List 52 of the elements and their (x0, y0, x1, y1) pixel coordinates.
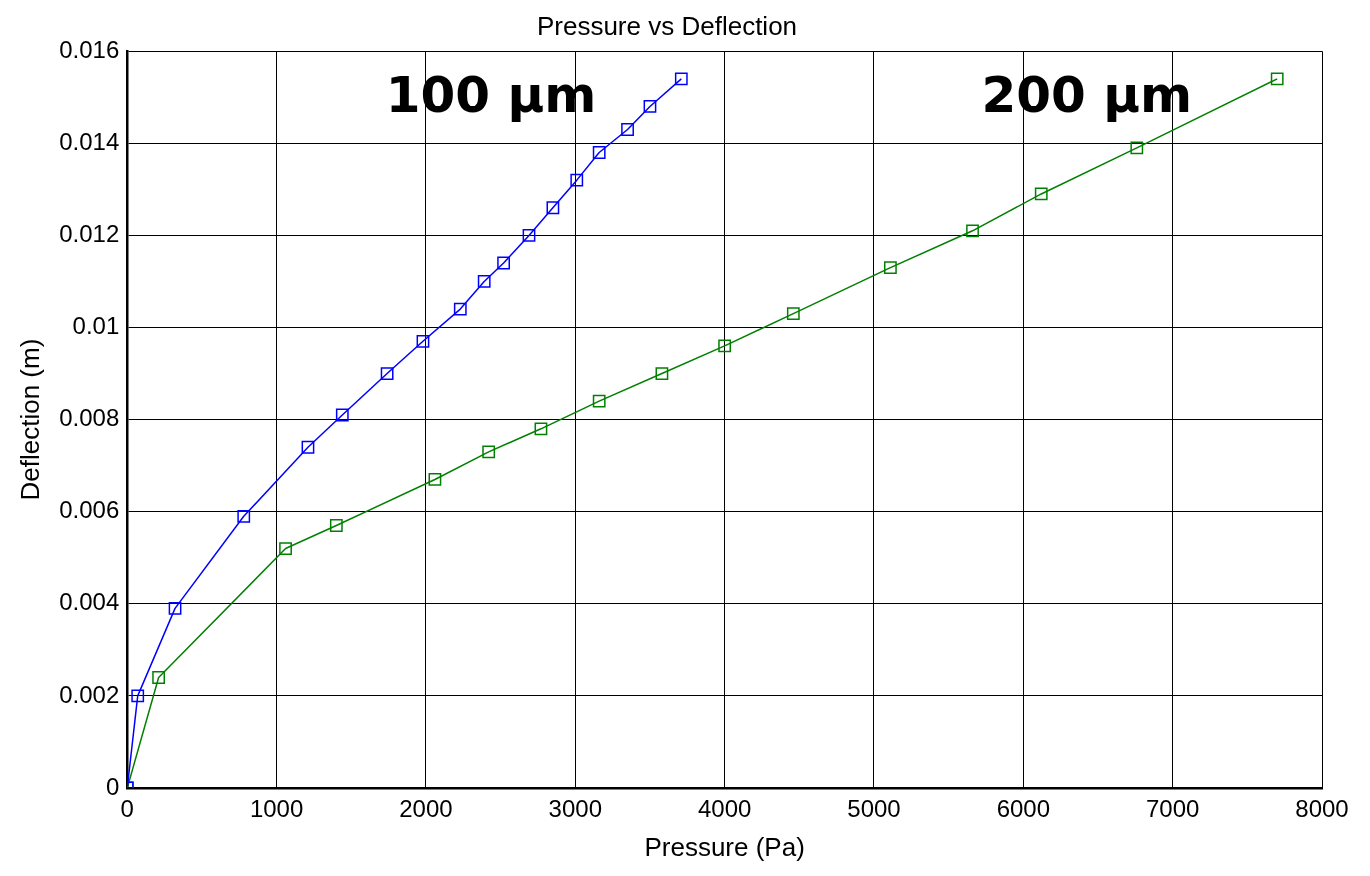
x-tick-label: 8000 (1295, 795, 1349, 823)
point (497, 256, 511, 270)
y-tick-label: 0.016 (59, 35, 120, 63)
point (1270, 72, 1284, 86)
point (1034, 187, 1048, 201)
point (570, 173, 584, 187)
point (428, 473, 442, 486)
chart-title: Pressure vs Deflection (536, 10, 798, 41)
point (966, 224, 979, 238)
y-tick-label: 0.012 (59, 220, 120, 248)
y-tick-label: 0.002 (59, 680, 120, 708)
y-tick-label: 0 (105, 772, 120, 800)
point (534, 422, 548, 436)
point (279, 542, 292, 555)
point (152, 671, 166, 684)
point (655, 367, 669, 380)
x-tick-label: 5000 (847, 795, 901, 823)
x-tick-label: 6000 (996, 795, 1051, 823)
x-tick-label: 3000 (548, 795, 602, 823)
point (482, 445, 496, 459)
y-axis-title: Deflection (m) (14, 338, 45, 501)
point (329, 519, 343, 532)
point (522, 228, 536, 242)
point (786, 307, 800, 321)
x-tick-label: 2000 (399, 795, 453, 823)
y-tick-label: 0.01 (72, 312, 120, 340)
point (592, 394, 606, 408)
point (643, 100, 657, 113)
point (592, 146, 606, 159)
point (477, 275, 491, 288)
point (416, 334, 430, 348)
x-axis-title: Pressure (Pa) (644, 831, 805, 862)
point (168, 602, 182, 615)
point (621, 123, 634, 136)
point (237, 509, 251, 523)
point (131, 689, 145, 703)
y-tick-label: 0.008 (59, 404, 120, 432)
y-tick-label: 0.004 (59, 588, 120, 616)
point (301, 440, 315, 454)
point (380, 367, 394, 380)
x-tick-label: 4000 (697, 795, 752, 823)
point (335, 408, 349, 422)
y-tick-label: 0.006 (59, 496, 120, 524)
y-tick-label: 0.014 (59, 127, 120, 155)
point (546, 201, 560, 215)
point (883, 261, 897, 275)
point (453, 302, 467, 316)
point (1130, 141, 1144, 155)
x-tick-label: 7000 (1145, 795, 1200, 823)
x-tick-label: 1000 (249, 795, 304, 823)
point (674, 72, 688, 86)
point (718, 339, 732, 353)
